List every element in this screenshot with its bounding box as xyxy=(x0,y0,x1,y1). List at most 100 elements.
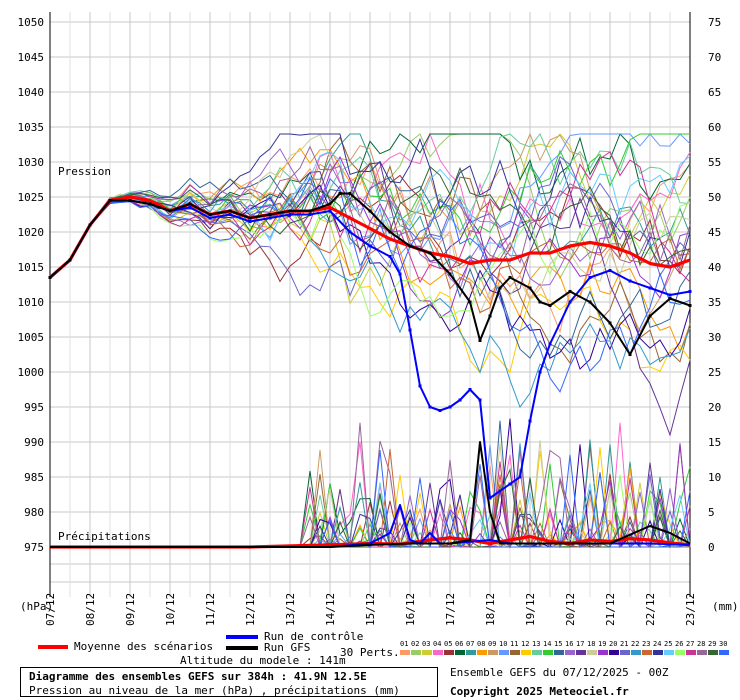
left-tick-label: 1035 xyxy=(18,121,45,134)
gfs-pressure-point xyxy=(208,213,212,216)
pert-number-02: 02 xyxy=(411,640,420,648)
gfs-pressure-point xyxy=(408,244,412,248)
gfs-pressure-point xyxy=(508,276,512,279)
perturbation-15-pressure-line xyxy=(49,174,691,359)
pert-number-01: 01 xyxy=(400,640,409,648)
control-pressure-point xyxy=(498,489,502,493)
pressure-section-label: Pression xyxy=(58,165,111,178)
gfs-pressure-point xyxy=(188,202,192,206)
pert-color-08 xyxy=(477,650,487,655)
run-label: Ensemble GEFS du 07/12/2025 - 00Z xyxy=(450,666,669,679)
legend: Moyenne des scénarios Run de contrôle Ru… xyxy=(0,628,740,700)
perturbation-13-pressure-line xyxy=(49,133,691,278)
left-tick-label: 980 xyxy=(24,506,44,519)
left-tick-label: 990 xyxy=(24,436,44,449)
gfs-pressure-point xyxy=(528,286,532,290)
gfs-pressure-point xyxy=(168,209,172,213)
pert-number-05: 05 xyxy=(444,640,453,648)
pert-number-10: 10 xyxy=(499,640,508,648)
control-pressure-point xyxy=(628,279,632,283)
control-pressure-point xyxy=(398,272,402,276)
pert-color-03 xyxy=(422,650,432,655)
x-tick-label: 22/12 xyxy=(644,593,657,626)
gfs-pressure-point xyxy=(308,209,312,213)
pert-color-14 xyxy=(543,650,553,655)
perturbation-25-pressure-line xyxy=(49,151,691,278)
pert-color-09 xyxy=(488,650,498,655)
right-tick-label: 50 xyxy=(708,191,721,204)
gfs-precip-line xyxy=(50,441,691,548)
control-pressure-point xyxy=(468,388,472,391)
gfs-pressure-point xyxy=(538,300,542,304)
right-tick-label: 65 xyxy=(708,86,721,99)
legend-mean-line xyxy=(38,645,68,649)
right-tick-label: 75 xyxy=(708,16,721,29)
pert-color-04 xyxy=(433,650,443,655)
legend-mean-label: Moyenne des scénarios xyxy=(74,640,214,653)
gfs-pressure-point xyxy=(468,300,472,304)
gfs-pressure-point xyxy=(588,300,592,304)
x-tick-label: 07/12 xyxy=(44,593,57,626)
right-tick-label: 30 xyxy=(708,331,721,344)
pert-color-10 xyxy=(499,650,509,655)
x-tick-label: 23/12 xyxy=(684,593,697,626)
x-tick-label: 08/12 xyxy=(84,593,97,626)
info-box: Diagramme des ensembles GEFS sur 384h : … xyxy=(20,667,438,697)
left-tick-label: 1020 xyxy=(18,226,45,239)
left-tick-label: 975 xyxy=(24,541,44,554)
x-tick-label: 20/12 xyxy=(564,593,577,626)
gfs-pressure-point xyxy=(68,258,72,262)
control-pressure-point xyxy=(588,276,592,279)
gefs-ensemble-chart: 1050104510401035103010251020101510101005… xyxy=(18,12,739,626)
left-tick-label: 1045 xyxy=(18,51,45,64)
legend-control-line xyxy=(226,635,258,639)
gfs-pressure-point xyxy=(148,202,152,206)
gfs-pressure-point xyxy=(568,290,572,293)
pert-color-07 xyxy=(466,650,476,655)
pert-color-19 xyxy=(598,650,608,655)
control-pressure-point xyxy=(408,328,412,332)
pert-number-06: 06 xyxy=(455,640,464,648)
pert-color-24 xyxy=(653,650,663,655)
perturbation-14-pressure-line xyxy=(49,133,690,278)
gfs-pressure-point xyxy=(488,314,492,318)
pert-color-27 xyxy=(686,650,696,655)
legend-gfs-label: Run GFS xyxy=(264,641,311,654)
gfs-pressure-point xyxy=(428,251,432,255)
left-tick-label: 1010 xyxy=(18,296,45,309)
pert-color-20 xyxy=(609,650,619,655)
gfs-pressure-point xyxy=(228,209,232,213)
gfs-pressure-point xyxy=(478,339,482,342)
perturbation-21-pressure-line xyxy=(49,155,691,298)
control-pressure-point xyxy=(438,409,442,412)
pert-number-11: 11 xyxy=(510,640,519,648)
pert-color-13 xyxy=(532,650,542,655)
pert-number-17: 17 xyxy=(576,640,585,648)
x-tick-label: 21/12 xyxy=(604,593,617,626)
right-tick-label: 15 xyxy=(708,436,721,449)
precip-section-label: Précipitations xyxy=(58,530,151,543)
pert-color-16 xyxy=(565,650,575,655)
pert-number-08: 08 xyxy=(477,640,486,648)
footer-title: Diagramme des ensembles GEFS sur 384h : … xyxy=(29,670,367,683)
left-axis-unit: (hPa) xyxy=(20,600,53,613)
left-tick-label: 1040 xyxy=(18,86,45,99)
pert-color-29 xyxy=(708,650,718,655)
gfs-pressure-point xyxy=(668,297,672,300)
pert-color-28 xyxy=(697,650,707,655)
pert-color-12 xyxy=(521,650,531,655)
control-pressure-point xyxy=(328,209,332,213)
pert-number-28: 28 xyxy=(697,640,706,648)
right-tick-label: 40 xyxy=(708,261,721,274)
right-tick-label: 55 xyxy=(708,156,721,169)
pert-number-22: 22 xyxy=(631,640,640,648)
altitude-label: Altitude du modele : 141m xyxy=(180,654,346,667)
pert-number-12: 12 xyxy=(521,640,530,648)
gfs-pressure-point xyxy=(338,192,342,195)
control-pressure-point xyxy=(608,269,612,272)
control-pressure-point xyxy=(668,293,672,297)
control-pressure-point xyxy=(518,475,522,479)
gfs-pressure-point xyxy=(388,230,392,234)
pert-number-29: 29 xyxy=(708,640,717,648)
x-tick-label: 16/12 xyxy=(404,593,417,626)
